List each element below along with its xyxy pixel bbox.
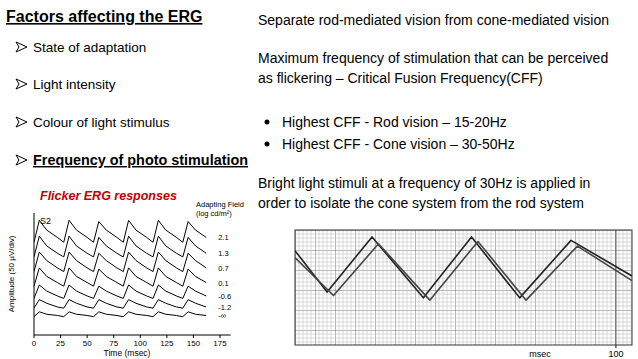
x-axis bbox=[34, 335, 231, 336]
flicker-trace bbox=[295, 237, 632, 298]
x-tick bbox=[193, 335, 194, 338]
factor-bullet: Light intensity bbox=[33, 77, 116, 92]
x-tick bbox=[113, 335, 114, 338]
x-axis-label: msec bbox=[529, 349, 551, 359]
current-factor: Frequency of photo stimulation bbox=[33, 152, 248, 168]
slide: Factors affecting the ERG State of adapta… bbox=[0, 0, 638, 359]
series-label: 1.3 bbox=[218, 249, 228, 258]
x-tick bbox=[60, 335, 61, 338]
x-tick-label: 75 bbox=[109, 339, 118, 348]
series-label: 0.1 bbox=[218, 279, 228, 288]
x-tick-label: 125 bbox=[160, 339, 174, 348]
x-tick-label: 0 bbox=[32, 339, 37, 348]
erg-trace bbox=[34, 312, 206, 317]
legend-title: Adapting Field bbox=[196, 200, 244, 209]
erg-trace bbox=[34, 220, 206, 242]
erg-trace bbox=[34, 285, 206, 298]
x-tick-label: 100 bbox=[134, 339, 148, 348]
x-axis-label: Time (msec) bbox=[104, 348, 151, 358]
x-tick-label: 100 bbox=[608, 349, 623, 359]
series-label: 0.7 bbox=[218, 264, 228, 273]
x-tick-label: 25 bbox=[56, 339, 65, 348]
x-tick bbox=[166, 335, 167, 338]
bullet-arrow bbox=[16, 155, 27, 165]
paragraph-line: Bright light stimuli at a frequency of 3… bbox=[258, 175, 590, 191]
graph-paper bbox=[295, 230, 632, 345]
bullet-arrow bbox=[16, 42, 27, 52]
list-bullet bbox=[265, 120, 270, 125]
series-label: -∞ bbox=[218, 311, 226, 320]
slide-title: Factors affecting the ERG bbox=[6, 8, 202, 25]
flicker-trace bbox=[295, 242, 632, 301]
paragraph-line: Maximum frequency of stimulation that ca… bbox=[258, 50, 608, 66]
list-bullet bbox=[265, 142, 270, 147]
paragraph-line: order to isolate the cone system from th… bbox=[258, 195, 584, 211]
factor-bullet: Colour of light stimulus bbox=[33, 115, 170, 130]
x-tick bbox=[34, 335, 35, 338]
erg-trace bbox=[34, 252, 206, 272]
annotation: S2 bbox=[40, 216, 51, 226]
background bbox=[0, 0, 638, 359]
x-tick-label: 150 bbox=[187, 339, 201, 348]
paragraph-line: Separate rod-mediated vision from cone-m… bbox=[258, 12, 609, 28]
erg-trace bbox=[34, 300, 206, 309]
paragraph-line: as flickering – Critical Fusion Frequenc… bbox=[258, 70, 543, 86]
plot-lines bbox=[295, 237, 632, 300]
grid-line bbox=[615, 230, 616, 345]
x-tick-label: 50 bbox=[83, 339, 92, 348]
erg-trace bbox=[34, 236, 206, 257]
list-item: Highest CFF - Rod vision – 15-20Hz bbox=[282, 114, 507, 130]
series-label: 2.1 bbox=[218, 233, 228, 242]
y-axis-label: Amplitude (50 µV/div) bbox=[7, 235, 16, 312]
x-tick-label: 175 bbox=[213, 339, 227, 348]
legend-title: (log cd/m²) bbox=[196, 209, 232, 218]
chart-title: Flicker ERG responses bbox=[40, 189, 177, 203]
plot-frame bbox=[295, 230, 632, 345]
x-tick bbox=[87, 335, 88, 338]
bullet-arrow bbox=[16, 117, 27, 127]
erg-trace bbox=[34, 268, 206, 286]
plot-lines bbox=[34, 220, 206, 316]
series-label: -0.6 bbox=[218, 292, 231, 301]
factor-bullet: State of adaptation bbox=[33, 40, 146, 55]
x-tick bbox=[140, 335, 141, 338]
list-item: Highest CFF - Cone vision – 30-50Hz bbox=[282, 136, 515, 152]
x-tick bbox=[220, 335, 221, 338]
bullet-arrow bbox=[16, 79, 27, 89]
